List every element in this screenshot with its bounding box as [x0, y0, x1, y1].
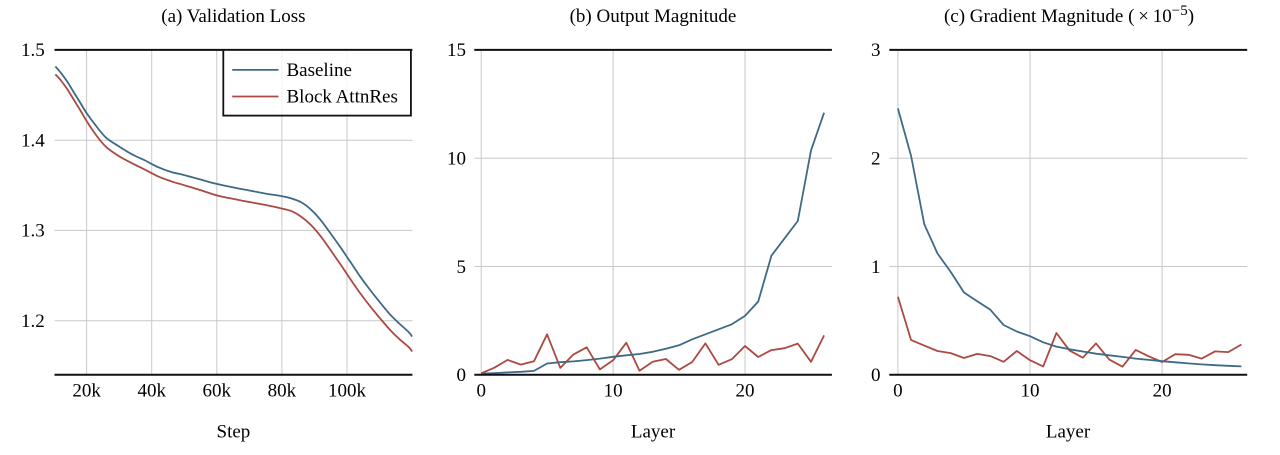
svg-text:Block AttnRes: Block AttnRes — [287, 87, 398, 108]
svg-text:20: 20 — [1153, 380, 1172, 401]
svg-text:60k: 60k — [203, 380, 232, 401]
svg-text:1: 1 — [871, 257, 881, 278]
svg-text:5: 5 — [457, 257, 467, 278]
svg-text:10: 10 — [1021, 380, 1040, 401]
svg-text:10: 10 — [604, 380, 623, 401]
svg-text:10: 10 — [447, 149, 466, 170]
svg-text:3: 3 — [871, 40, 881, 61]
svg-text:80k: 80k — [268, 380, 297, 401]
svg-text:1.3: 1.3 — [21, 221, 45, 242]
svg-text:2: 2 — [871, 149, 881, 170]
svg-text:20k: 20k — [72, 380, 101, 401]
svg-text:Baseline: Baseline — [287, 60, 352, 81]
svg-text:15: 15 — [447, 40, 466, 61]
svg-text:0: 0 — [476, 380, 486, 401]
svg-text:Layer: Layer — [1046, 422, 1091, 443]
svg-text:(c) Gradient Magnitude ( × 10−: (c) Gradient Magnitude ( × 10−5) — [944, 3, 1194, 27]
svg-text:1.4: 1.4 — [21, 131, 45, 152]
svg-text:20: 20 — [736, 380, 755, 401]
svg-text:40k: 40k — [137, 380, 166, 401]
svg-text:(a) Validation Loss: (a) Validation Loss — [161, 6, 305, 27]
svg-text:1.5: 1.5 — [21, 40, 45, 61]
svg-text:100k: 100k — [328, 380, 367, 401]
svg-text:0: 0 — [457, 365, 467, 386]
svg-text:1.2: 1.2 — [21, 311, 45, 332]
svg-text:0: 0 — [871, 365, 881, 386]
svg-text:(b) Output Magnitude: (b) Output Magnitude — [570, 6, 737, 27]
svg-text:0: 0 — [893, 380, 903, 401]
svg-text:Layer: Layer — [631, 422, 676, 443]
svg-text:Step: Step — [217, 422, 251, 443]
